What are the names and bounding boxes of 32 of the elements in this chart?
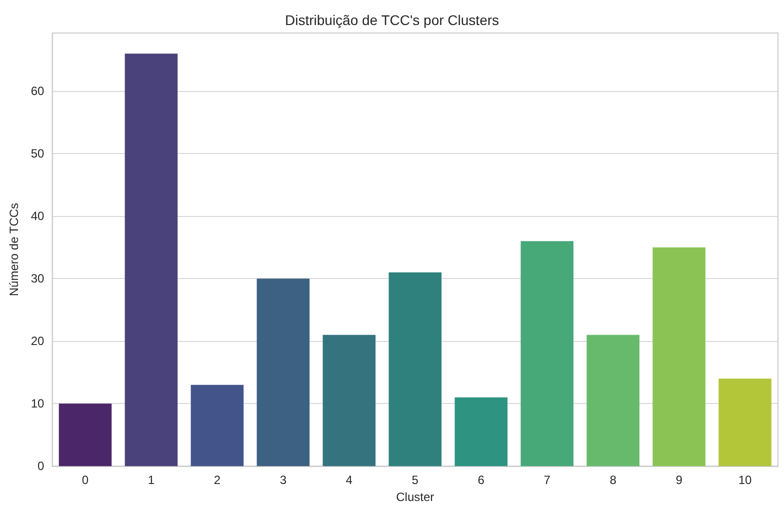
x-tick-label: 6	[478, 473, 485, 488]
y-tick-label: 20	[30, 334, 45, 348]
bar	[190, 384, 244, 466]
y-axis-title: Número de TCCs	[7, 202, 21, 296]
x-tick-label: 9	[676, 473, 683, 488]
y-tick-label: 50	[30, 146, 45, 161]
x-tick-label: 3	[280, 473, 287, 488]
x-tick-label: 10	[738, 473, 752, 488]
bar	[124, 54, 178, 466]
bar	[454, 397, 508, 466]
y-tick-label: 10	[30, 396, 45, 411]
bar	[388, 272, 442, 466]
x-tick-label: 1	[148, 473, 155, 488]
x-tick-label: 0	[82, 473, 89, 488]
chart-title: Distribuição de TCC's por Clusters	[284, 12, 500, 28]
bar	[652, 247, 706, 466]
x-tick-label: 2	[214, 473, 221, 488]
bar	[256, 278, 310, 466]
bar	[586, 334, 640, 466]
y-tick-label: 30	[30, 272, 45, 286]
x-tick-label: 7	[544, 473, 551, 488]
x-axis-title: Cluster	[396, 490, 434, 504]
x-tick-label: 5	[412, 473, 419, 488]
bar	[718, 378, 772, 466]
bar	[58, 404, 112, 466]
y-tick-label: 60	[30, 84, 45, 98]
bar	[520, 241, 574, 466]
bar	[322, 334, 376, 466]
y-tick-label: 0	[38, 459, 45, 474]
x-tick-label: 4	[346, 473, 353, 488]
y-tick-label: 40	[30, 209, 45, 224]
x-tick-label: 8	[610, 473, 617, 488]
